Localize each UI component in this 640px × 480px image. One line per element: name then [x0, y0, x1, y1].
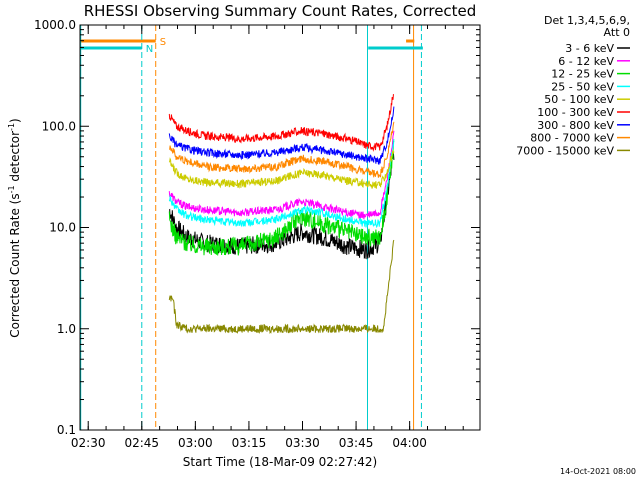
- x-tick-label: 03:30: [285, 436, 320, 450]
- y-axis-label: Corrected Count Rate (s-1 detector-1): [7, 118, 22, 337]
- series-line-8: [168, 239, 395, 335]
- saa-flag-label: S: [160, 37, 166, 48]
- legend-header-line-1: Det 1,3,4,5,6,9,: [544, 14, 630, 27]
- x-tick-label: 02:45: [124, 436, 159, 450]
- legend-entry-1: 6 - 12 keV: [558, 55, 614, 68]
- series-line-7: [168, 121, 395, 178]
- legend-header-line-2: Att 0: [604, 26, 630, 39]
- series-line-3: [168, 139, 395, 229]
- y-tick-label: 0.1: [57, 423, 76, 437]
- plot-frame: [79, 24, 481, 431]
- legend-entry-7: 800 - 7000 keV: [530, 132, 614, 145]
- x-tick-label: 03:00: [178, 436, 213, 450]
- night-flag-label: N: [146, 44, 153, 55]
- y-tick-label: 100.0: [42, 119, 76, 133]
- x-tick-label: 03:45: [339, 436, 374, 450]
- y-tick-label: 10.0: [49, 221, 76, 235]
- legend-entry-5: 100 - 300 keV: [537, 106, 614, 119]
- legend-entry-8: 7000 - 15000 keV: [516, 144, 614, 157]
- flag-layer: SN: [80, 25, 423, 430]
- axis-layer: 0.1 1.0 10.0 100.0 1000.0 02:30 02:45 03:00 03:1…: [34, 18, 480, 450]
- series-layer: [168, 93, 395, 335]
- legend-entry-6: 300 - 800 keV: [537, 119, 614, 132]
- legend-entry-0: 3 - 6 keV: [565, 42, 614, 55]
- legend-entry-2: 12 - 25 keV: [551, 68, 614, 81]
- series-line-2: [168, 140, 395, 256]
- series-line-4: [168, 148, 395, 189]
- footer-date: 14-Oct-2021 08:00: [560, 467, 636, 476]
- x-tick-label: 02:30: [71, 436, 106, 450]
- y-tick-label: 1.0: [57, 322, 76, 336]
- series-line-6: [168, 106, 395, 165]
- legend-entry-3: 25 - 50 keV: [551, 80, 614, 93]
- legend-entry-4: 50 - 100 keV: [544, 93, 614, 106]
- series-line-5: [168, 93, 394, 152]
- x-tick-label: 04:00: [392, 436, 427, 450]
- series-line-1: [168, 130, 395, 220]
- y-tick-label: 1000.0: [34, 18, 76, 32]
- x-tick-label: 03:15: [232, 436, 267, 450]
- chart-title: RHESSI Observing Summary Count Rates, Co…: [84, 2, 477, 20]
- x-axis-label: Start Time (18-Mar-09 02:27:42): [183, 455, 377, 469]
